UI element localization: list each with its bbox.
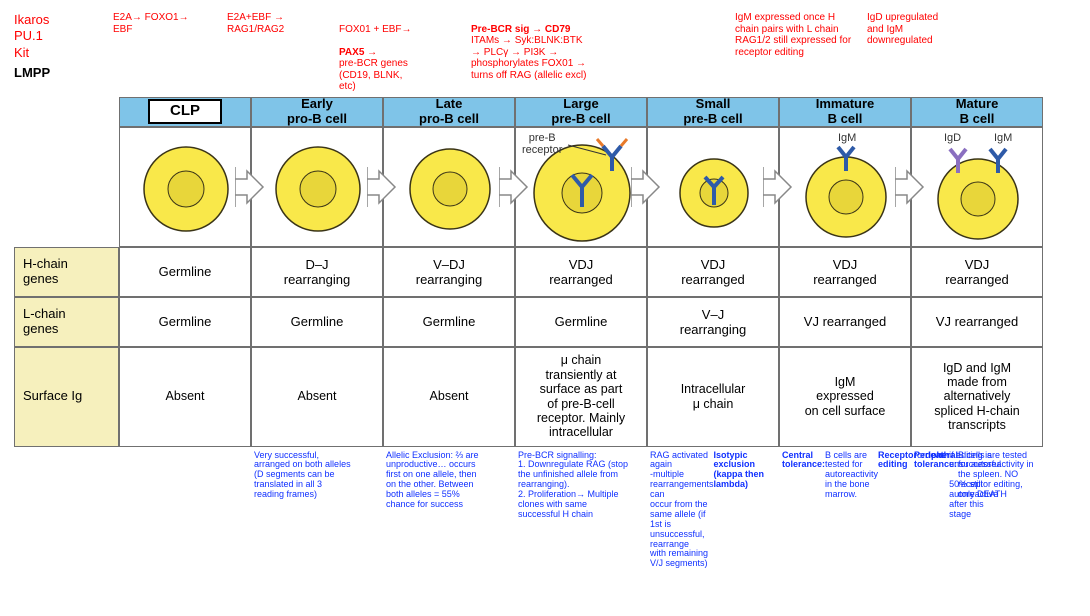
- topnote-6: IgM expressed once H chain pairs with L …: [733, 12, 863, 93]
- lchain-0: Germline: [119, 297, 251, 347]
- stage-small-pre-b: Small pre-B cell: [647, 97, 779, 127]
- lchain-4: V–J rearranging: [647, 297, 779, 347]
- development-table: CLP Early pro-B cell Late pro-B cell Lar…: [14, 97, 1076, 570]
- hchain-5: VDJ rearranged: [779, 247, 911, 297]
- topnote-1: E2A→ FOXO1→ EBF: [111, 12, 223, 93]
- hchain-0: Germline: [119, 247, 251, 297]
- lchain-1: Germline: [251, 297, 383, 347]
- illus-large-pre-b: pre-B receptor: [515, 127, 647, 247]
- hchain-2: V–DJ rearranging: [383, 247, 515, 297]
- arrow-icon: [763, 167, 793, 207]
- lchain-3: Germline: [515, 297, 647, 347]
- stage-immature-b: Immature B cell: [779, 97, 911, 127]
- surface-5: IgM expressed on cell surface: [779, 347, 911, 447]
- footnote-2: Very successful, arranged on both allele…: [251, 447, 383, 570]
- hchain-3: VDJ rearranged: [515, 247, 647, 297]
- stage-late-pro-b: Late pro-B cell: [383, 97, 515, 127]
- stage-early-pro-b: Early pro-B cell: [251, 97, 383, 127]
- illus-late-pro-b: [383, 127, 515, 247]
- arrow-icon: [235, 167, 265, 207]
- surface-6: IgD and IgM made from alternatively spli…: [911, 347, 1043, 447]
- surface-0: Absent: [119, 347, 251, 447]
- lchain-5: VJ rearranged: [779, 297, 911, 347]
- rowhead-surface: Surface Ig: [14, 347, 119, 447]
- label-lmpp: LMPP: [14, 65, 109, 81]
- footnote-4: Pre-BCR signalling: 1. Downregulate RAG …: [515, 447, 647, 570]
- rowhead-lchain: L-chain genes: [14, 297, 119, 347]
- topnote-2: E2A+EBF → RAG1/RAG2: [225, 12, 335, 93]
- hchain-6: VDJ rearranged: [911, 247, 1043, 297]
- illus-clp: [119, 127, 251, 247]
- arrow-icon: [499, 167, 529, 207]
- label-igd: IgD: [944, 132, 961, 144]
- stage-mature-b: Mature B cell: [911, 97, 1043, 127]
- footnote-6: Central tolerance: B cells are tested fo…: [779, 447, 911, 570]
- surface-4: Intracellular μ chain: [647, 347, 779, 447]
- illus-early-pro-b: [251, 127, 383, 247]
- factor-pu1: PU.1: [14, 28, 109, 44]
- surface-1: Absent: [251, 347, 383, 447]
- label-igm: IgM: [838, 132, 856, 144]
- topnote-7: IgD upregulated and IgM downregulated: [865, 12, 995, 93]
- stage-large-pre-b: Large pre-B cell: [515, 97, 647, 127]
- lchain-2: Germline: [383, 297, 515, 347]
- illus-immature-b: IgM: [779, 127, 911, 247]
- top-annotations: Ikaros PU.1 Kit LMPP E2A→ FOXO1→ EBF E2A…: [14, 12, 1076, 93]
- topnote-4: Pre-BCR sig → CD79 ITAMs → Syk:BLNK:BTK …: [469, 12, 599, 93]
- hchain-1: D–J rearranging: [251, 247, 383, 297]
- footnote-1: [119, 447, 251, 570]
- footnote-7: Peripheral tolerance: B cells are tested…: [911, 447, 1043, 570]
- left-factors: Ikaros PU.1 Kit LMPP: [14, 12, 109, 93]
- footnote-spacer: [14, 447, 119, 570]
- footnote-3: Allelic Exclusion: ⅔ are unproductive… o…: [383, 447, 515, 570]
- stage-clp-header: CLP: [119, 97, 251, 127]
- label-preb-receptor: pre-B receptor: [522, 132, 562, 156]
- surface-2: Absent: [383, 347, 515, 447]
- factor-ikaros: Ikaros: [14, 12, 109, 28]
- arrow-icon: [895, 167, 925, 207]
- rowhead-hchain: H-chain genes: [14, 247, 119, 297]
- illus-mature-b: IgD IgM: [911, 127, 1043, 247]
- surface-3: μ chain transiently at surface as part o…: [515, 347, 647, 447]
- lchain-6: VJ rearranged: [911, 297, 1043, 347]
- hchain-4: VDJ rearranged: [647, 247, 779, 297]
- factor-kit: Kit: [14, 45, 109, 61]
- arrow-icon: [367, 167, 397, 207]
- illus-spacer: [14, 127, 119, 247]
- topnote-5: [601, 12, 731, 93]
- arrow-icon: [631, 167, 661, 207]
- label-igm2: IgM: [994, 132, 1012, 144]
- illus-small-pre-b: [647, 127, 779, 247]
- footnote-5: RAG activated again -multiple rearrangem…: [647, 447, 779, 570]
- corner-spacer: [14, 97, 119, 127]
- topnote-3: FOX01 + EBF→ PAX5 → pre-BCR genes (CD19,…: [337, 12, 467, 93]
